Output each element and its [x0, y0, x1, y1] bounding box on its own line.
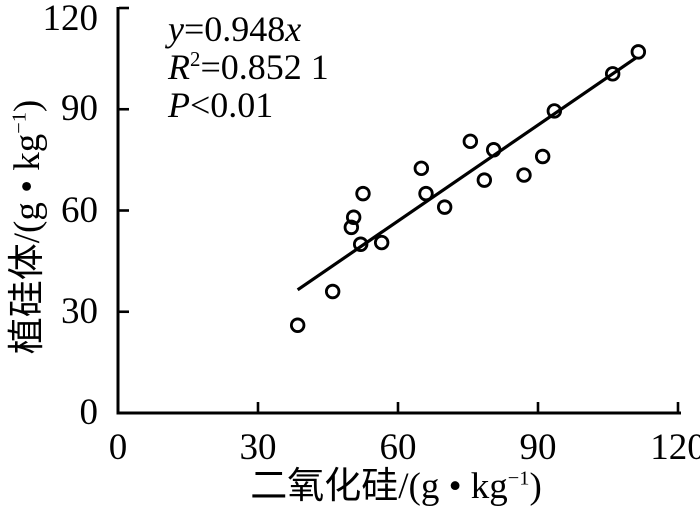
y-tick-label: 90 [61, 88, 98, 130]
x-tick-label: 60 [379, 427, 417, 468]
equation-y-var: y [168, 9, 184, 49]
r-var: R [168, 47, 190, 87]
r-squared-value: =0.852 1 [200, 47, 329, 87]
x-axis-label-main: 二氧化硅/(g • kg [250, 466, 508, 507]
equation-x-var: x [285, 9, 302, 49]
data-point [462, 133, 479, 150]
data-point [418, 185, 434, 202]
regression-annotation: y=0.948x R2=0.852 1 P<0.01 [168, 10, 329, 124]
x-tick-label: 120 [650, 427, 700, 468]
p-value: <0.01 [190, 85, 274, 125]
x-axis-label: 二氧化硅/(g • kg−1) [228, 466, 564, 508]
data-point [355, 185, 371, 202]
data-point [546, 103, 563, 119]
data-point [630, 44, 647, 60]
data-point [413, 160, 430, 177]
r-squared-text: R2=0.852 1 [168, 48, 329, 86]
x-tick-label: 90 [519, 427, 557, 468]
equation-text: y=0.948x [168, 10, 329, 48]
data-point [345, 209, 362, 225]
data-point [343, 219, 360, 236]
axes-spines [116, 7, 681, 415]
p-var: P [168, 85, 190, 125]
data-point [485, 142, 502, 158]
y-tick-label: 30 [61, 290, 98, 332]
data-point [516, 167, 532, 183]
x-tick-label: 0 [108, 427, 128, 468]
x-axis-label-close: ) [529, 466, 542, 507]
y-tick-label: 60 [61, 189, 98, 231]
x-axis-label-exponent: −1 [507, 467, 530, 490]
p-value-text: P<0.01 [168, 86, 329, 124]
y-tick-label: 0 [79, 392, 99, 433]
fit-line [296, 56, 637, 292]
data-point [604, 66, 621, 82]
data-point [352, 236, 369, 252]
data-point [476, 172, 493, 188]
data-point [324, 283, 341, 300]
data-point [534, 148, 551, 165]
r-exponent: 2 [190, 47, 201, 71]
y-tick-label: 120 [42, 0, 99, 39]
x-tick-label: 30 [239, 427, 277, 468]
equation-value: =0.948 [183, 9, 286, 49]
data-point [289, 317, 306, 333]
data-point [436, 199, 453, 215]
data-point [373, 234, 390, 251]
